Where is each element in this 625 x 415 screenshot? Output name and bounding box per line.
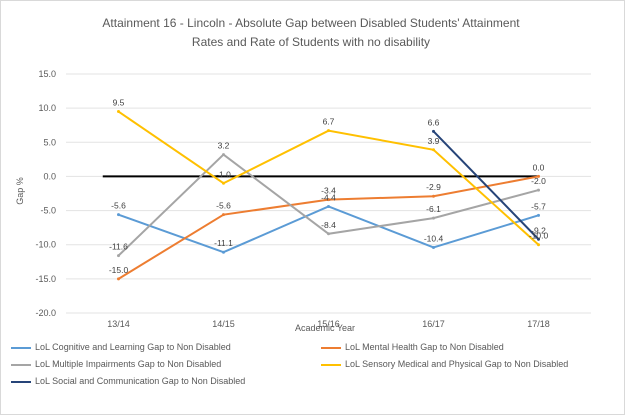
x-tick-label: 13/14 <box>107 319 130 329</box>
x-tick-label: 17/18 <box>527 319 550 329</box>
gridlines <box>66 73 591 314</box>
series-line <box>432 130 540 240</box>
data-label: 6.7 <box>323 117 335 127</box>
data-point <box>117 213 120 217</box>
data-point <box>537 174 540 178</box>
y-axis-label: Gap % <box>15 177 25 205</box>
data-point <box>432 129 435 133</box>
data-label: 3.9 <box>428 136 440 146</box>
chart-legend: LoL Cognitive and Learning Gap to Non Di… <box>11 337 621 415</box>
legend-swatch <box>11 363 31 366</box>
legend-swatch <box>11 380 31 383</box>
data-point <box>117 110 120 114</box>
y-tick-label: 5.0 <box>43 137 56 147</box>
data-point <box>537 213 540 217</box>
data-label: -15.0 <box>109 265 129 275</box>
data-label: -4.4 <box>321 192 336 202</box>
data-point <box>327 232 330 236</box>
x-axis-label: Academic Year <box>295 323 355 333</box>
data-label: 6.6 <box>428 117 440 127</box>
data-label: -11.1 <box>214 238 233 248</box>
y-tick-label: 0.0 <box>43 171 56 181</box>
legend-label: LoL Multiple Impairments Gap to Non Disa… <box>35 359 222 369</box>
data-label: 3.2 <box>218 141 230 151</box>
data-point <box>327 198 330 202</box>
legend-swatch <box>11 346 31 349</box>
data-label: -1.0 <box>216 169 231 179</box>
legend-swatch <box>321 363 341 366</box>
data-point <box>432 148 435 152</box>
y-tick-label: -15.0 <box>35 274 56 284</box>
legend-item: LoL Social and Communication Gap to Non … <box>11 375 245 387</box>
data-label: -10.0 <box>529 231 549 241</box>
x-tick-label: 15/16 <box>317 319 340 329</box>
chart-title-line-1: Attainment 16 - Lincoln - Absolute Gap b… <box>102 16 520 30</box>
data-point <box>222 181 225 185</box>
data-point <box>432 245 435 249</box>
data-label: -2.0 <box>531 176 546 186</box>
data-point <box>537 243 540 247</box>
data-label: 0.0 <box>533 162 545 172</box>
y-tick-label: -20.0 <box>35 308 56 318</box>
data-point <box>327 129 330 133</box>
y-tick-label: -5.0 <box>40 206 56 216</box>
legend-label: LoL Cognitive and Learning Gap to Non Di… <box>35 342 231 352</box>
legend-item: LoL Multiple Impairments Gap to Non Disa… <box>11 358 221 370</box>
x-tick-label: 14/15 <box>212 319 235 329</box>
y-tick-label: 10.0 <box>38 103 56 113</box>
legend-label: LoL Sensory Medical and Physical Gap to … <box>345 359 569 369</box>
legend-label: LoL Social and Communication Gap to Non … <box>35 376 246 386</box>
data-label: -5.6 <box>111 201 126 211</box>
data-label: -10.4 <box>424 233 444 243</box>
legend-item: LoL Cognitive and Learning Gap to Non Di… <box>11 341 231 353</box>
data-label: -8.4 <box>321 220 336 230</box>
y-tick-label: 15.0 <box>38 69 56 79</box>
y-axis-ticks: 15.0 10.0 5.0 0.0 -5.0 -10.0 -15.0 -20.0 <box>35 69 56 318</box>
data-label: -11.6 <box>109 242 128 252</box>
data-point <box>432 194 435 198</box>
data-label: -2.9 <box>426 182 441 192</box>
x-axis-ticks: 13/14 14/15 15/16 16/17 17/18 <box>107 319 550 329</box>
legend-item: LoL Mental Health Gap to Non Disabled <box>321 341 504 353</box>
data-point <box>222 250 225 254</box>
y-tick-label: -10.0 <box>35 240 56 250</box>
line-chart: 15.010.05.00.0-5.0-10.0-15.0-20.0 13/14 1… <box>15 69 591 333</box>
data-label: -5.6 <box>216 201 231 211</box>
series-lines <box>117 110 540 281</box>
data-point <box>432 216 435 220</box>
data-point <box>537 188 540 192</box>
data-label: -6.1 <box>426 204 441 214</box>
x-tick-label: 16/17 <box>422 319 445 329</box>
legend-label: LoL Mental Health Gap to Non Disabled <box>345 342 504 352</box>
data-label: -3.4 <box>321 186 336 196</box>
data-point <box>537 237 540 241</box>
data-point <box>117 254 120 258</box>
data-label: 9.5 <box>113 98 125 108</box>
legend-swatch <box>321 346 341 349</box>
data-point <box>327 204 330 208</box>
legend-item: LoL Sensory Medical and Physical Gap to … <box>321 358 568 370</box>
data-label: -5.7 <box>531 201 546 211</box>
chart-title-line-2: Rates and Rate of Students with no disab… <box>191 35 431 49</box>
data-labels: -5.6 -11.1 -4.4 -10.4 -5.7 -15.0 -5.6 -3.4 -2.9 0… <box>109 98 549 275</box>
data-point <box>117 277 120 281</box>
data-point <box>222 153 225 157</box>
data-label: -9.2 <box>531 225 546 235</box>
data-point <box>222 213 225 217</box>
